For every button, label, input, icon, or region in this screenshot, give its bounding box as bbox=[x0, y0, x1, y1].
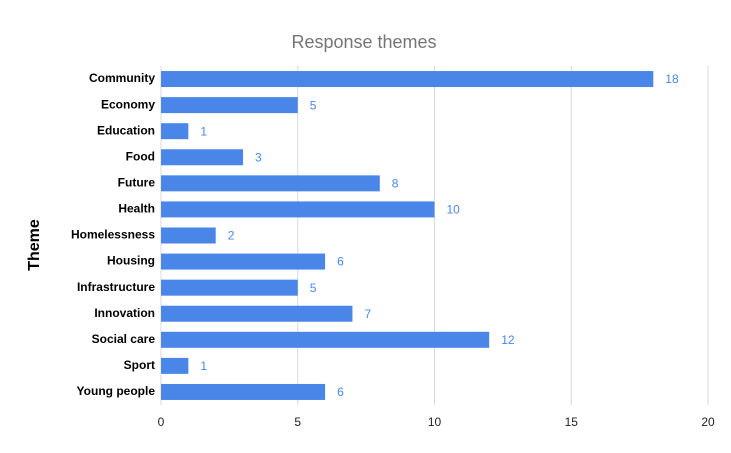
x-tick-label: 0 bbox=[158, 415, 165, 429]
data-label: 6 bbox=[337, 385, 344, 399]
bar bbox=[161, 383, 326, 400]
y-tick-label: Young people bbox=[77, 384, 156, 398]
bar bbox=[161, 71, 654, 88]
data-label: 12 bbox=[501, 333, 515, 347]
y-tick-label: Social care bbox=[92, 332, 156, 346]
bar bbox=[161, 201, 435, 218]
y-tick-label: Future bbox=[118, 176, 156, 190]
data-label: 5 bbox=[310, 281, 317, 295]
data-label: 1 bbox=[200, 359, 207, 373]
y-tick-label: Homelessness bbox=[71, 228, 155, 242]
y-tick-label: Health bbox=[118, 202, 155, 216]
y-tick-label: Community bbox=[89, 71, 155, 85]
data-label: 18 bbox=[665, 72, 679, 86]
data-label: 10 bbox=[447, 203, 461, 217]
bar bbox=[161, 227, 216, 244]
x-tick-label: 20 bbox=[701, 415, 715, 429]
y-tick-label: Education bbox=[97, 123, 155, 137]
data-label: 8 bbox=[392, 177, 399, 191]
y-tick-label: Housing bbox=[107, 254, 155, 268]
bar bbox=[161, 305, 353, 322]
bar bbox=[161, 123, 189, 140]
bar bbox=[161, 279, 298, 296]
data-label: 6 bbox=[337, 255, 344, 269]
y-tick-label: Economy bbox=[101, 97, 155, 111]
y-tick-label: Innovation bbox=[94, 306, 155, 320]
bar bbox=[161, 357, 189, 374]
y-tick-label: Food bbox=[126, 149, 155, 163]
y-tick-label: Infrastructure bbox=[77, 280, 155, 294]
data-label: 1 bbox=[200, 124, 207, 138]
bar bbox=[161, 253, 326, 270]
bar bbox=[161, 97, 298, 114]
x-tick-label: 10 bbox=[428, 415, 442, 429]
y-axis-label: Theme bbox=[26, 219, 43, 271]
bar bbox=[161, 175, 380, 192]
x-tick-label: 15 bbox=[565, 415, 579, 429]
data-label: 7 bbox=[364, 307, 371, 321]
bar bbox=[161, 331, 490, 348]
x-tick-label: 5 bbox=[294, 415, 301, 429]
data-label: 3 bbox=[255, 150, 262, 164]
data-label: 2 bbox=[228, 229, 235, 243]
y-tick-label: Sport bbox=[124, 358, 155, 372]
bar bbox=[161, 149, 244, 166]
chart-title: Response themes bbox=[291, 32, 436, 52]
data-label: 5 bbox=[310, 98, 317, 112]
